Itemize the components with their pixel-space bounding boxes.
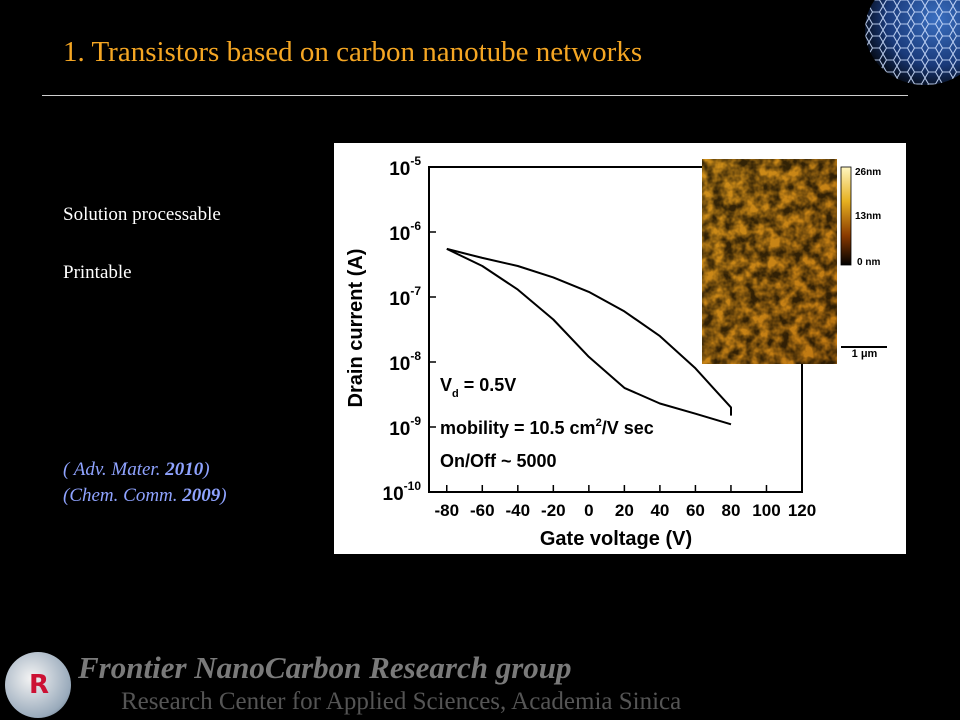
vd-annotation: Vd = 0.5V [440,375,516,400]
transfer-curve-chart: -80 -60 -40 -20 0 20 40 60 80 100 120 10-5 10-6 10-7… [345,154,816,550]
colorbar-max-label: 26nm [855,167,881,178]
forward-sweep-line [446,247,732,416]
x-tick-label: 0 [584,501,593,520]
reference-adv-mater: ( Adv. Mater. 2010) [63,457,227,483]
afm-scalebar: 1 μm [837,343,892,365]
x-tick-label: 120 [788,501,816,520]
x-tick-label: 100 [752,501,780,520]
bullet-printable: Printable [63,262,132,283]
reference-journal: ( Adv. Mater. [63,459,166,480]
scalebar-label: 1 μm [851,348,878,360]
colorbar-mid-label: 13nm [855,211,881,222]
x-tick-label: -40 [506,501,531,520]
y-axis-label: Drain current (A) [345,249,367,408]
reference-journal: (Chem. Comm. [63,485,183,506]
reference-close: ) [203,459,210,480]
y-tick-label: 10-5 [389,154,421,180]
x-tick-label: -60 [470,501,495,520]
onoff-annotation: On/Off ~ 5000 [440,451,557,471]
afm-inset [702,159,837,364]
colorbar-min-label: 0 nm [857,257,880,268]
slide-title: 1. Transistors based on carbon nanotube … [63,36,643,68]
reference-year: 2010 [165,459,204,480]
bullet-solution-processable: Solution processable [63,204,221,225]
title-divider [42,95,908,96]
x-tick-label: 80 [721,501,740,520]
y-tick-label: 10-7 [389,284,421,310]
y-tick-label: 10-9 [389,414,421,440]
logo-letters: R [29,670,50,700]
reverse-sweep-line [446,247,732,426]
x-tick-label: 60 [686,501,705,520]
x-tick-label: -20 [541,501,566,520]
afm-colorbar: 26nm 13nm 0 nm [839,163,889,273]
transfer-curve-figure: -80 -60 -40 -20 0 20 40 60 80 100 120 10-5 10-6 10-7… [334,143,906,554]
reference-chem-comm: (Chem. Comm. 2009) [63,483,227,509]
y-tick-label: 10-8 [389,349,421,375]
y-tick-label: 10-6 [389,219,421,245]
x-tick-label: -80 [434,501,459,520]
institute-logo: R [5,652,71,718]
reference-close: ) [220,485,227,506]
reference-year: 2009 [182,485,221,506]
nanotube-graphic [855,0,960,85]
references: ( Adv. Mater. 2010) (Chem. Comm. 2009) [63,457,227,509]
x-tick-label: 20 [615,501,634,520]
mobility-annotation: mobility = 10.5 cm2/V sec [440,417,654,438]
x-axis-label: Gate voltage (V) [540,528,692,550]
x-tick-label: 40 [650,501,669,520]
y-tick-label: 10-10 [383,479,422,505]
group-name: Frontier NanoCarbon Research group [78,650,572,685]
institution-name: Research Center for Applied Sciences, Ac… [121,688,682,715]
